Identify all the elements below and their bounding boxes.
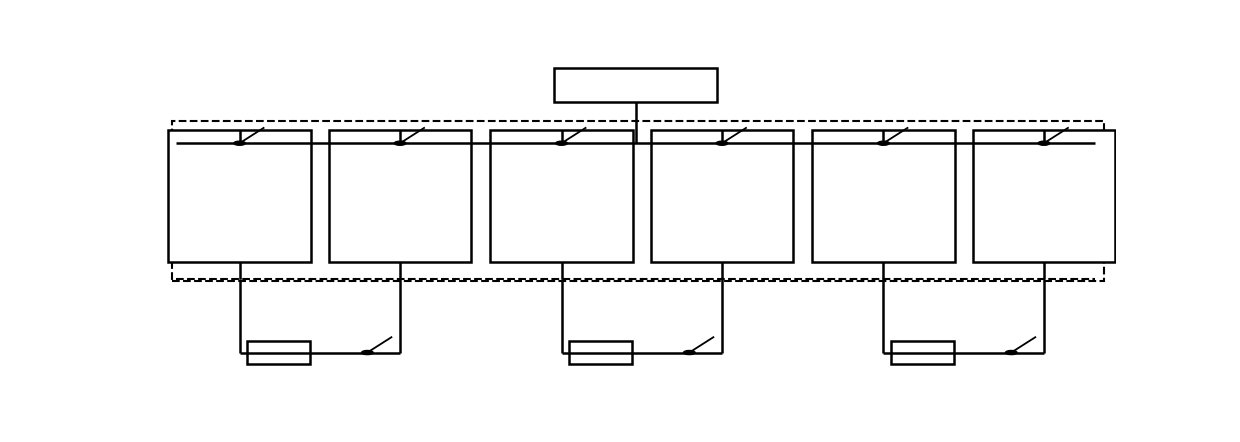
Circle shape	[1006, 351, 1017, 354]
FancyBboxPatch shape	[569, 342, 631, 364]
Circle shape	[394, 141, 405, 145]
Circle shape	[878, 141, 889, 145]
FancyBboxPatch shape	[812, 130, 955, 263]
FancyBboxPatch shape	[490, 130, 632, 263]
Circle shape	[1038, 141, 1050, 145]
FancyBboxPatch shape	[973, 130, 1115, 263]
Circle shape	[556, 141, 567, 145]
FancyBboxPatch shape	[247, 342, 310, 364]
Circle shape	[717, 141, 728, 145]
FancyBboxPatch shape	[554, 69, 717, 103]
FancyBboxPatch shape	[329, 130, 471, 263]
FancyBboxPatch shape	[892, 342, 954, 364]
Circle shape	[362, 351, 373, 354]
Circle shape	[683, 351, 696, 354]
FancyBboxPatch shape	[169, 130, 311, 263]
Circle shape	[234, 141, 246, 145]
FancyBboxPatch shape	[651, 130, 794, 263]
